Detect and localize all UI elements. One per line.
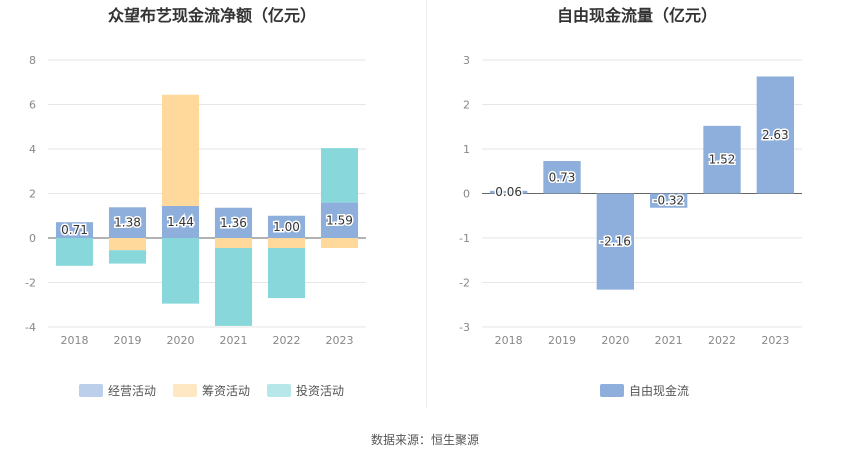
bar xyxy=(161,94,200,206)
data-label: 1.36 xyxy=(220,216,247,230)
data-label: 1.44 xyxy=(167,215,194,229)
data-label: 0.06 xyxy=(495,185,522,199)
x-tick-label: 2020 xyxy=(601,334,629,347)
bar xyxy=(320,148,359,203)
bar xyxy=(108,250,147,264)
data-label: 0.73 xyxy=(549,170,576,184)
legend-label: 投资活动 xyxy=(296,383,344,398)
bar xyxy=(703,125,741,194)
bar xyxy=(214,238,253,249)
bar xyxy=(108,238,147,251)
x-tick-label: 2022 xyxy=(273,334,301,347)
y-tick-label: 4 xyxy=(29,143,36,156)
chart-title: 自由现金流量（亿元） xyxy=(557,6,717,25)
bar xyxy=(214,248,253,326)
x-tick-label: 2018 xyxy=(61,334,89,347)
data-label: 1.00 xyxy=(273,220,300,234)
data-label: -2.16 xyxy=(600,235,631,249)
legend-label: 筹资活动 xyxy=(202,384,250,398)
y-tick-label: -3 xyxy=(459,321,470,334)
y-tick-label: -1 xyxy=(459,232,470,245)
y-tick-label: -2 xyxy=(459,277,470,290)
legend-swatch xyxy=(267,384,291,397)
data-label: -0.32 xyxy=(653,194,684,208)
bar xyxy=(55,238,94,266)
x-tick-label: 2019 xyxy=(114,334,142,347)
x-tick-label: 2023 xyxy=(326,334,354,347)
legend-label: 经营活动 xyxy=(108,384,156,398)
bar xyxy=(161,238,200,304)
bar xyxy=(161,205,200,238)
x-tick-label: 2021 xyxy=(655,334,683,347)
chart-1: 众望布艺现金流净额（亿元） -4 -2 0 2 4 6 8 2018 2019 2020 2021 20… xyxy=(25,6,366,398)
data-label: 1.59 xyxy=(326,213,353,227)
bar xyxy=(650,193,688,208)
x-tick-label: 2022 xyxy=(708,334,736,347)
bar xyxy=(320,238,359,249)
data-label: 0.71 xyxy=(61,223,88,237)
y-tick-label: 3 xyxy=(463,54,470,67)
chart-title: 众望布艺现金流净额（亿元） xyxy=(108,6,316,25)
x-tick-label: 2019 xyxy=(548,334,576,347)
y-tick-label: 2 xyxy=(29,188,36,201)
legend-swatch xyxy=(79,384,103,397)
y-tick-label: 8 xyxy=(29,54,36,67)
bar xyxy=(596,193,634,290)
bar xyxy=(543,161,581,194)
y-tick-label: 0 xyxy=(29,232,36,245)
bar xyxy=(490,190,528,194)
bar xyxy=(267,248,306,299)
bar xyxy=(55,222,94,238)
x-tick-label: 2023 xyxy=(761,334,789,347)
y-tick-label: -2 xyxy=(25,277,36,290)
y-tick-label: 6 xyxy=(29,99,36,112)
legend-label: 自由现金流 xyxy=(629,383,689,398)
y-tick-label: -4 xyxy=(25,321,36,334)
data-label: 1.52 xyxy=(709,153,736,167)
bar xyxy=(267,215,306,238)
bar xyxy=(320,202,359,238)
data-source-note: 数据来源：恒生聚源 xyxy=(370,433,479,447)
y-tick-label: 0 xyxy=(463,188,470,201)
x-tick-label: 2018 xyxy=(495,334,523,347)
legend-swatch xyxy=(173,384,197,397)
chart-2: 自由现金流量（亿元） -3 -2 -1 0 1 2 3 2018 2019 2020 2021 2022… xyxy=(459,6,802,398)
x-tick-label: 2020 xyxy=(167,334,195,347)
data-label: 1.38 xyxy=(114,216,141,230)
panel-divider xyxy=(426,0,427,408)
legend-swatch xyxy=(600,384,624,397)
data-label: 2.63 xyxy=(762,128,789,142)
bar xyxy=(756,76,794,194)
x-tick-label: 2021 xyxy=(220,334,248,347)
y-tick-label: 2 xyxy=(463,99,470,112)
bar xyxy=(214,207,253,238)
bar xyxy=(267,238,306,249)
bar xyxy=(108,207,147,238)
y-tick-label: 1 xyxy=(463,143,470,156)
